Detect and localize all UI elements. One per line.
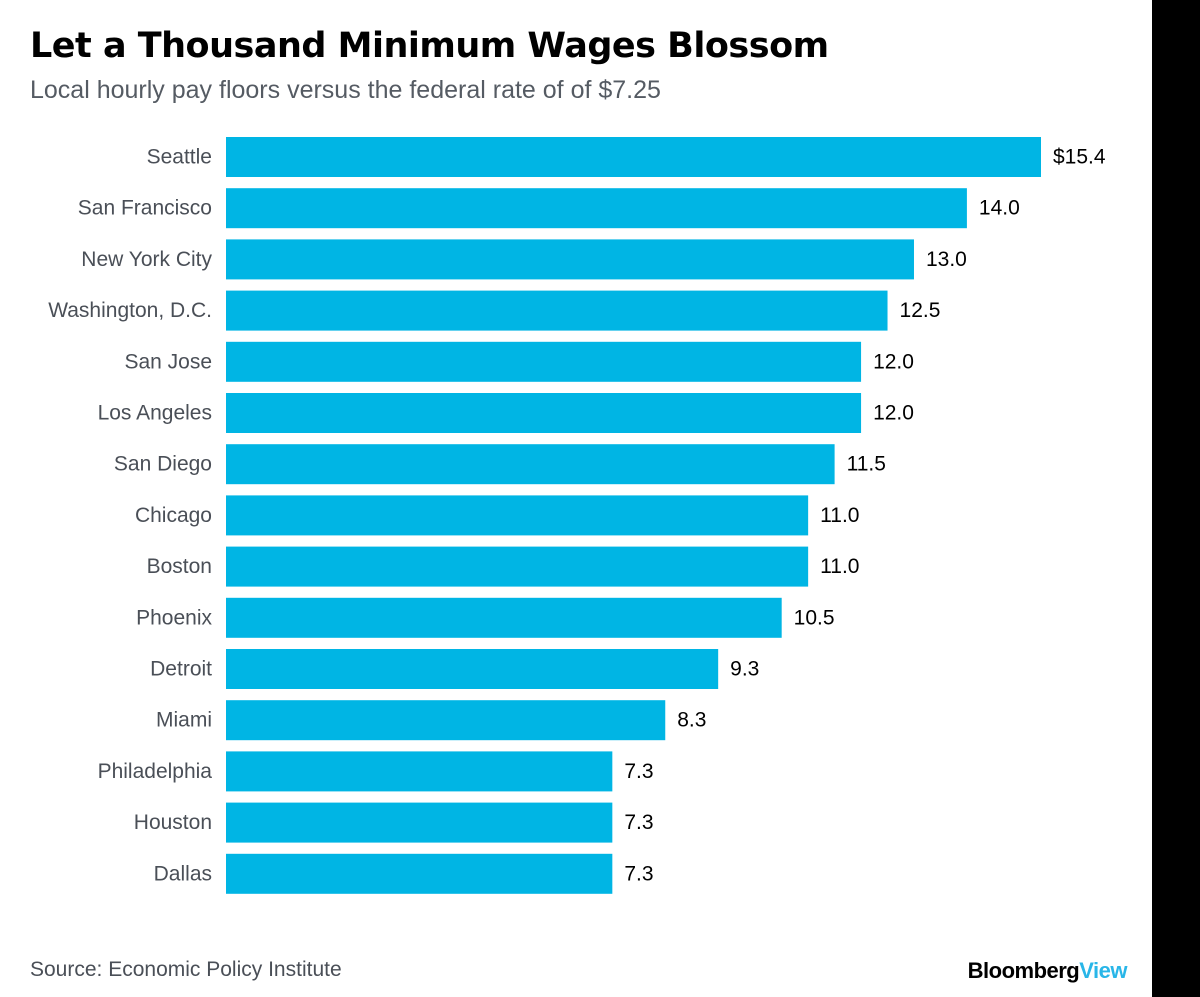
- value-label: 12.5: [900, 299, 941, 322]
- value-label: 11.5: [847, 453, 886, 476]
- brand-logo-main: Bloomberg: [967, 958, 1080, 983]
- bar-4: [226, 341, 862, 382]
- category-label: San Diego: [114, 453, 212, 476]
- chart-subtitle: Local hourly pay floors versus the feder…: [30, 76, 661, 104]
- category-label: Detroit: [150, 658, 212, 681]
- bar-14: [226, 853, 613, 894]
- right-edge-band: [1152, 0, 1200, 997]
- chart-title: Let a Thousand Minimum Wages Blossom: [30, 26, 829, 66]
- category-label: Houston: [134, 811, 212, 834]
- value-label: 13.0: [926, 248, 967, 271]
- value-label: 12.0: [873, 402, 914, 425]
- value-label: 9.3: [730, 658, 759, 681]
- value-label: 10.5: [794, 606, 835, 629]
- value-label: 12.0: [873, 350, 914, 373]
- value-label: $15.4: [1053, 146, 1106, 169]
- chart-card: Let a Thousand Minimum Wages Blossom Loc…: [30, 26, 1128, 984]
- bar-13: [226, 802, 613, 843]
- category-label: Phoenix: [136, 606, 212, 629]
- bar-2: [226, 239, 914, 280]
- category-label: Washington, D.C.: [48, 299, 212, 322]
- source-note: Source: Economic Policy Institute: [30, 958, 342, 981]
- category-label: San Jose: [124, 350, 212, 373]
- bar-11: [226, 700, 666, 741]
- value-label: 7.3: [624, 862, 653, 885]
- value-label: 11.0: [820, 555, 859, 578]
- category-label: Philadelphia: [98, 760, 213, 783]
- bar-chart: Seattle $15.4 San Francisco 14.0 New York Ci…: [48, 137, 1106, 894]
- category-label: Chicago: [135, 504, 212, 527]
- bar-5: [226, 393, 862, 433]
- bar-9: [226, 597, 782, 638]
- bar-10: [226, 649, 719, 689]
- bar-7: [226, 495, 809, 536]
- category-label: Boston: [147, 555, 212, 578]
- category-label: Seattle: [147, 146, 212, 169]
- bar-0: [226, 137, 1041, 177]
- value-label: 14.0: [979, 197, 1020, 220]
- brand-logo: Bloomberg View: [967, 958, 1128, 984]
- category-label: Miami: [156, 709, 212, 732]
- value-label: 8.3: [677, 709, 706, 732]
- category-label: New York City: [81, 248, 212, 271]
- value-label: 7.3: [624, 760, 653, 783]
- value-label: 11.0: [820, 504, 859, 527]
- bar-1: [226, 188, 967, 229]
- bar-3: [226, 290, 888, 331]
- bar-8: [226, 546, 809, 587]
- bar-6: [226, 444, 835, 485]
- category-label: San Francisco: [78, 197, 212, 220]
- value-label: 7.3: [624, 811, 653, 834]
- brand-logo-accent: View: [1079, 958, 1127, 983]
- category-label: Dallas: [154, 862, 212, 885]
- bar-12: [226, 751, 613, 792]
- category-label: Los Angeles: [98, 402, 212, 425]
